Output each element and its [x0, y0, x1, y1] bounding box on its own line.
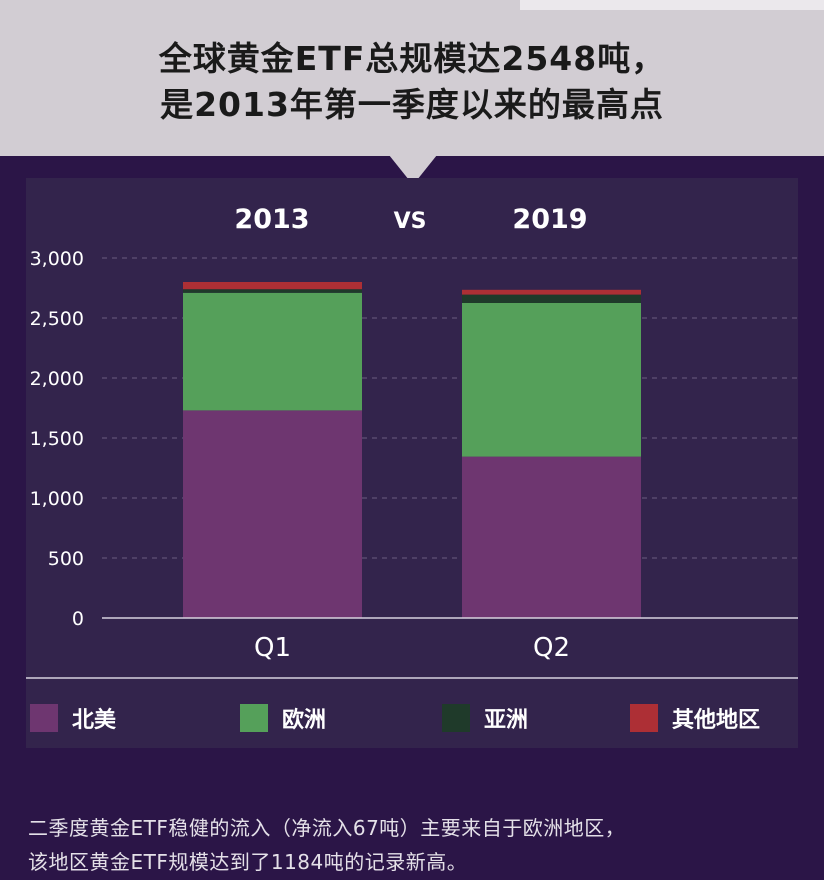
- title-banner: 全球黄金ETF总规模达2548吨， 是2013年第一季度以来的最高点: [0, 0, 824, 156]
- chart-panel: [26, 178, 798, 748]
- column-year-title: 2013: [234, 204, 309, 235]
- legend-swatch: [30, 704, 58, 732]
- x-tick-label: Q2: [533, 633, 570, 663]
- chart-title-line-2: 是2013年第一季度以来的最高点: [160, 85, 664, 124]
- legend-label: 其他地区: [672, 708, 760, 733]
- y-tick-label: 2,000: [30, 368, 84, 390]
- legend-swatch: [630, 704, 658, 732]
- bar-segment: [462, 294, 641, 303]
- legend-swatch: [240, 704, 268, 732]
- legend-swatch: [442, 704, 470, 732]
- x-tick-label: Q1: [254, 633, 291, 663]
- chart-title-line-1: 全球黄金ETF总规模达2548吨，: [158, 39, 666, 78]
- y-tick-label: 1,000: [30, 488, 84, 510]
- bar-segment: [183, 410, 362, 618]
- header-tab-strip: [520, 0, 824, 10]
- bar-segment: [462, 456, 641, 618]
- legend-label: 亚洲: [484, 708, 528, 733]
- y-tick-label: 1,500: [30, 428, 84, 450]
- bar-segment: [462, 303, 641, 457]
- legend-label: 北美: [72, 707, 117, 733]
- bar-segment: [183, 289, 362, 293]
- bar-segment: [183, 282, 362, 290]
- y-tick-label: 3,000: [30, 248, 84, 270]
- footnote-line-1: 二季度黄金ETF稳健的流入（净流入67吨）主要来自于欧洲地区，: [28, 816, 626, 840]
- bar-segment: [462, 289, 641, 295]
- bar-segment: [183, 292, 362, 411]
- y-tick-label: 0: [72, 608, 84, 630]
- y-tick-label: 2,500: [30, 308, 84, 330]
- footnote-line-2: 该地区黄金ETF规模达到了1184吨的记录新高。: [28, 850, 468, 874]
- y-tick-label: 500: [48, 548, 84, 570]
- vs-label: VS: [394, 209, 427, 234]
- legend-label: 欧洲: [282, 707, 326, 733]
- column-year-title: 2019: [512, 204, 587, 235]
